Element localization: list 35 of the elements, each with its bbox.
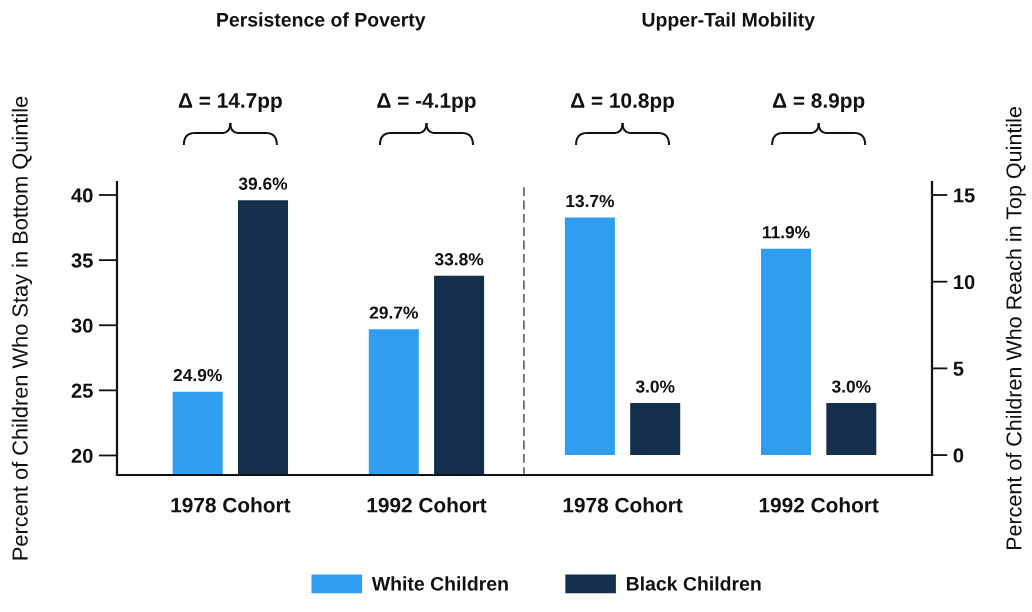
y2-axis-title: Percent of Children Who Reach in Top Quintile	[1005, 107, 1026, 550]
data-label: 29.7%	[369, 306, 418, 319]
x-tick-label: 1992 Cohort	[759, 497, 879, 513]
data-label: 11.9%	[762, 226, 810, 239]
text: Δ = 14.7pp	[178, 93, 282, 113]
data-label: 3.0%	[831, 380, 871, 393]
data-label: 13.7%	[566, 194, 615, 208]
bar	[826, 403, 877, 456]
y2-tick-label: 15	[954, 188, 975, 203]
x-tick-label: 1992 Cohort	[367, 497, 487, 513]
data-label: 39.6%	[238, 177, 288, 190]
bar	[630, 403, 681, 456]
y2-tick-label: 5	[953, 361, 964, 376]
bar	[564, 217, 615, 456]
legend-label: White Children	[371, 576, 508, 591]
y2-tick-label: 0	[953, 448, 964, 463]
x-tick-label: 1978 Cohort	[563, 497, 683, 513]
chart-title: Upper-Tail Mobility	[642, 12, 815, 31]
y-tick-label: 40	[71, 188, 93, 203]
y-tick-label: 30	[71, 318, 93, 333]
chart-title: Persistence of Poverty	[217, 12, 426, 31]
data-label: 33.8%	[434, 253, 484, 266]
y-tick-label: 35	[71, 253, 93, 268]
y-tick-label: 20	[71, 448, 93, 463]
text: Δ = 8.9pp	[772, 93, 865, 113]
bar	[761, 248, 812, 456]
text: Δ = 10.8pp	[571, 93, 675, 113]
y2-tick-label: 10	[954, 274, 975, 290]
data-label: 3.0%	[635, 380, 675, 393]
y-tick-label: 25	[71, 383, 93, 398]
x-tick-label: 1978 Cohort	[171, 497, 291, 513]
text: Δ = -4.1pp	[377, 93, 476, 113]
y-axis-title: Percent of Children Who Stay in Bottom Quintile	[11, 96, 33, 560]
legend-label: Black Children	[626, 576, 761, 591]
data-label: 24.9%	[173, 368, 222, 382]
